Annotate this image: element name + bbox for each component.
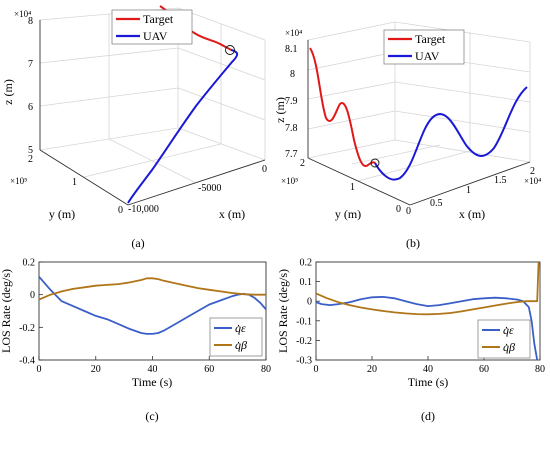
b-x-tick: 2	[530, 166, 535, 177]
b-x-tick: 0	[406, 206, 411, 217]
d-x-tick-label: 0	[314, 364, 319, 375]
c-legend-q-beta: q̇β	[235, 338, 247, 352]
d-y-tick-label: -0.1	[296, 316, 312, 327]
d-legend: q̇ε q̇β	[477, 319, 531, 359]
b-y-tick: 0	[396, 204, 401, 215]
a-x-tick: 0	[262, 164, 267, 175]
b-x-tick: 0.5	[430, 198, 443, 209]
c-y-tick-label: -0.4	[19, 356, 35, 367]
a-y-multiplier: ×10⁵	[10, 176, 27, 186]
panel-b: ×10⁴ 8.1 8 7.9 7.8 7.7 ×10⁵ 2 1 0 0 0.5 …	[273, 21, 541, 250]
b-z-multiplier: ×10⁴	[285, 28, 302, 38]
b-z-tick: 8	[290, 69, 295, 80]
b-z-tick: 7.8	[285, 123, 298, 134]
panel-c: -0.4-0.200.2 0 20 40 60 80 LOS Rate (deg/s) …	[0, 258, 271, 424]
a-legend: Target UAV	[111, 9, 193, 45]
c-x-tick-label: 60	[204, 364, 214, 375]
c-series	[38, 276, 267, 335]
a-x-tick: -10,000	[128, 204, 159, 215]
d-legend-q-epsilon: q̇ε	[503, 323, 514, 337]
panel-a-caption: (a)	[131, 236, 144, 250]
b-legend-uav: UAV	[415, 49, 440, 63]
a-z-label: z (m)	[1, 79, 15, 105]
panel-a: ×10⁴ 8 7 6 5 ×10⁵ 2 1 0 -10,000 -5000 0 …	[1, 5, 267, 250]
c-y-tick-label: 0.2	[23, 258, 36, 269]
c-x-tick-label: 0	[37, 364, 42, 375]
a-y-label: y (m)	[49, 207, 75, 221]
d-y-label: LOS Rate (deg/s)	[276, 269, 290, 353]
a-x-tick: -5000	[198, 183, 221, 194]
d-x-tick-label: 80	[535, 364, 545, 375]
b-interception-marker	[370, 158, 380, 168]
panel-a-axes	[39, 20, 266, 206]
c-y-tick-label: 0	[30, 290, 35, 301]
b-y-label: y (m)	[335, 207, 361, 221]
a-z-tick: 5	[28, 145, 33, 156]
c-y-ticks: -0.4 -0.2 0 0.2	[19, 258, 43, 367]
a-uav-trajectory	[127, 49, 239, 204]
a-x-label: x (m)	[219, 207, 245, 221]
d-y-tick-label: 0.2	[300, 258, 313, 269]
panel-b-axes	[307, 40, 531, 206]
b-y-tick: 1	[350, 182, 355, 193]
a-z-tick: 6	[28, 102, 33, 113]
a-z-tick: 7	[28, 59, 33, 70]
b-z-tick: 8.1	[285, 44, 298, 55]
d-series-q-beta	[315, 261, 540, 316]
c-x-ticks: 0 20 40 60 80	[37, 356, 271, 375]
panel-d-caption: (d)	[421, 409, 435, 423]
d-legend-q-beta: q̇β	[503, 340, 515, 354]
b-uav-trajectory	[374, 86, 528, 181]
d-y-tick-label: 0.1	[300, 277, 313, 288]
c-x-label: Time (s)	[132, 375, 173, 389]
a-y-tick: 2	[28, 154, 33, 165]
a-z-multiplier: ×10⁴	[14, 9, 31, 19]
b-z-label: z (m)	[273, 97, 287, 123]
b-x-label: x (m)	[459, 207, 485, 221]
d-series	[315, 261, 540, 361]
a-y-tick: 0	[118, 205, 123, 216]
panel-d: -0.3 -0.2 -0.1 0 0.1 0.2 0 20 40 60 80 LOS Rate (…	[276, 258, 545, 424]
panel-a-ticks: ×10⁴ 8 7 6 5 ×10⁵ 2 1 0 -10,000 -5000 0	[10, 9, 267, 216]
d-x-tick-label: 40	[423, 364, 433, 375]
b-y-tick: 2	[300, 158, 305, 169]
c-x-tick-label: 40	[148, 364, 158, 375]
c-y-tick-label: -0.2	[19, 323, 35, 334]
b-z-tick: 7.9	[285, 96, 298, 107]
c-legend: q̇ε q̇β	[209, 317, 263, 357]
panel-c-caption: (c)	[145, 409, 158, 423]
a-legend-uav: UAV	[143, 29, 168, 43]
d-y-tick-label: -0.2	[296, 336, 312, 347]
d-y-tick-label: 0	[307, 297, 312, 308]
c-series-q-beta	[38, 277, 266, 301]
c-y-label: LOS Rate (deg/s)	[0, 269, 13, 353]
d-x-tick-label: 60	[479, 364, 489, 375]
panel-b-ticks: ×10⁴ 8.1 8 7.9 7.8 7.7 ×10⁵ 2 1 0 0 0.5 …	[281, 28, 541, 217]
a-z-tick: 8	[28, 16, 33, 27]
b-x-tick: 1	[466, 185, 471, 196]
a-interception-marker	[225, 45, 235, 55]
d-x-label: Time (s)	[408, 375, 449, 389]
panel-b-caption: (b)	[406, 236, 420, 250]
c-x-tick-label: 20	[91, 364, 101, 375]
c-legend-q-epsilon: q̇ε	[235, 321, 246, 335]
d-x-tick-label: 20	[367, 364, 377, 375]
b-x-multiplier: ×10⁴	[524, 176, 541, 186]
b-legend: Target UAV	[383, 29, 465, 65]
d-y-ticks: -0.3 -0.2 -0.1 0 0.1 0.2	[296, 258, 320, 367]
b-z-tick: 7.7	[285, 149, 298, 160]
b-legend-target: Target	[415, 32, 446, 46]
b-target-trajectory	[309, 47, 376, 168]
a-legend-target: Target	[143, 12, 174, 26]
b-x-tick: 1.5	[494, 175, 507, 186]
d-y-tick-label: -0.3	[296, 356, 312, 367]
b-y-multiplier: ×10⁵	[281, 176, 298, 186]
a-y-tick: 1	[72, 177, 77, 188]
c-x-tick-label: 80	[261, 364, 271, 375]
